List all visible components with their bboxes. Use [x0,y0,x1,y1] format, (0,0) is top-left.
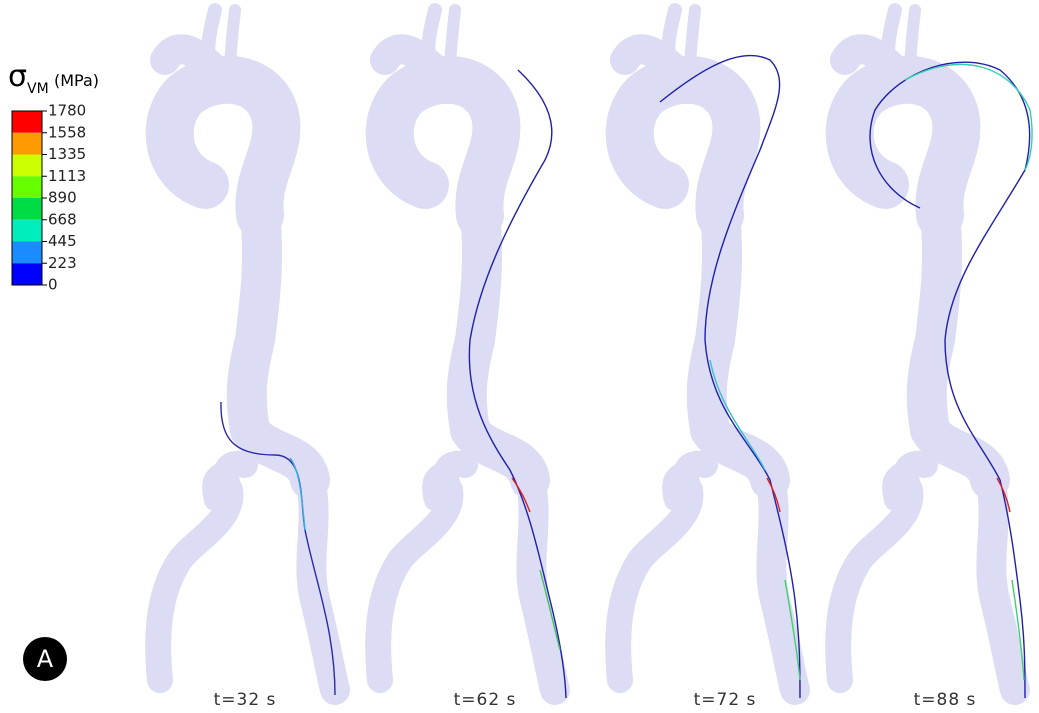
legend: σ VM (MPa) 1780 1558 1335 1113 890 668 445 223 0 [8,59,99,294]
panel [838,10,1015,690]
legend-color [12,241,42,264]
legend-color [12,198,42,220]
legend-level: 1335 [48,145,86,163]
wire [468,69,567,699]
badge [23,637,67,681]
wire-segment [904,63,1033,171]
legend-unit: (MPa) [54,71,99,90]
wire-segment [784,579,801,681]
wire [659,54,801,699]
legend-level: 1558 [48,123,86,141]
wire [869,61,1031,699]
panel [158,10,335,690]
legend-color [12,154,42,177]
legend-level: 445 [48,232,77,250]
panel [378,10,555,690]
legend-color [12,132,42,155]
legend-color [12,263,42,285]
legend-color [12,111,42,133]
wire-segment [709,359,766,471]
time-label: t=88 s [914,690,977,710]
badge-label: A [37,645,54,673]
wire-segment [766,477,781,513]
time-label: t=32 s [214,690,277,710]
legend-level: 890 [48,189,77,207]
legend-level: 1780 [48,102,86,120]
wire-segment [539,569,561,651]
legend-symbol: σ [8,59,27,94]
legend-level: 0 [48,276,58,294]
wire-segment [289,457,306,531]
legend-color [12,176,42,198]
legend-subscript: VM [27,81,49,97]
legend-level: 223 [48,254,77,272]
time-label: t=62 s [454,690,517,710]
legend-level: 1113 [48,167,86,185]
legend-color [12,219,42,242]
wire-segment [511,477,531,513]
wire-segment [996,477,1011,513]
wire-segment [1011,579,1025,681]
legend-level: 668 [48,210,77,228]
time-label: t=72 s [694,690,757,710]
